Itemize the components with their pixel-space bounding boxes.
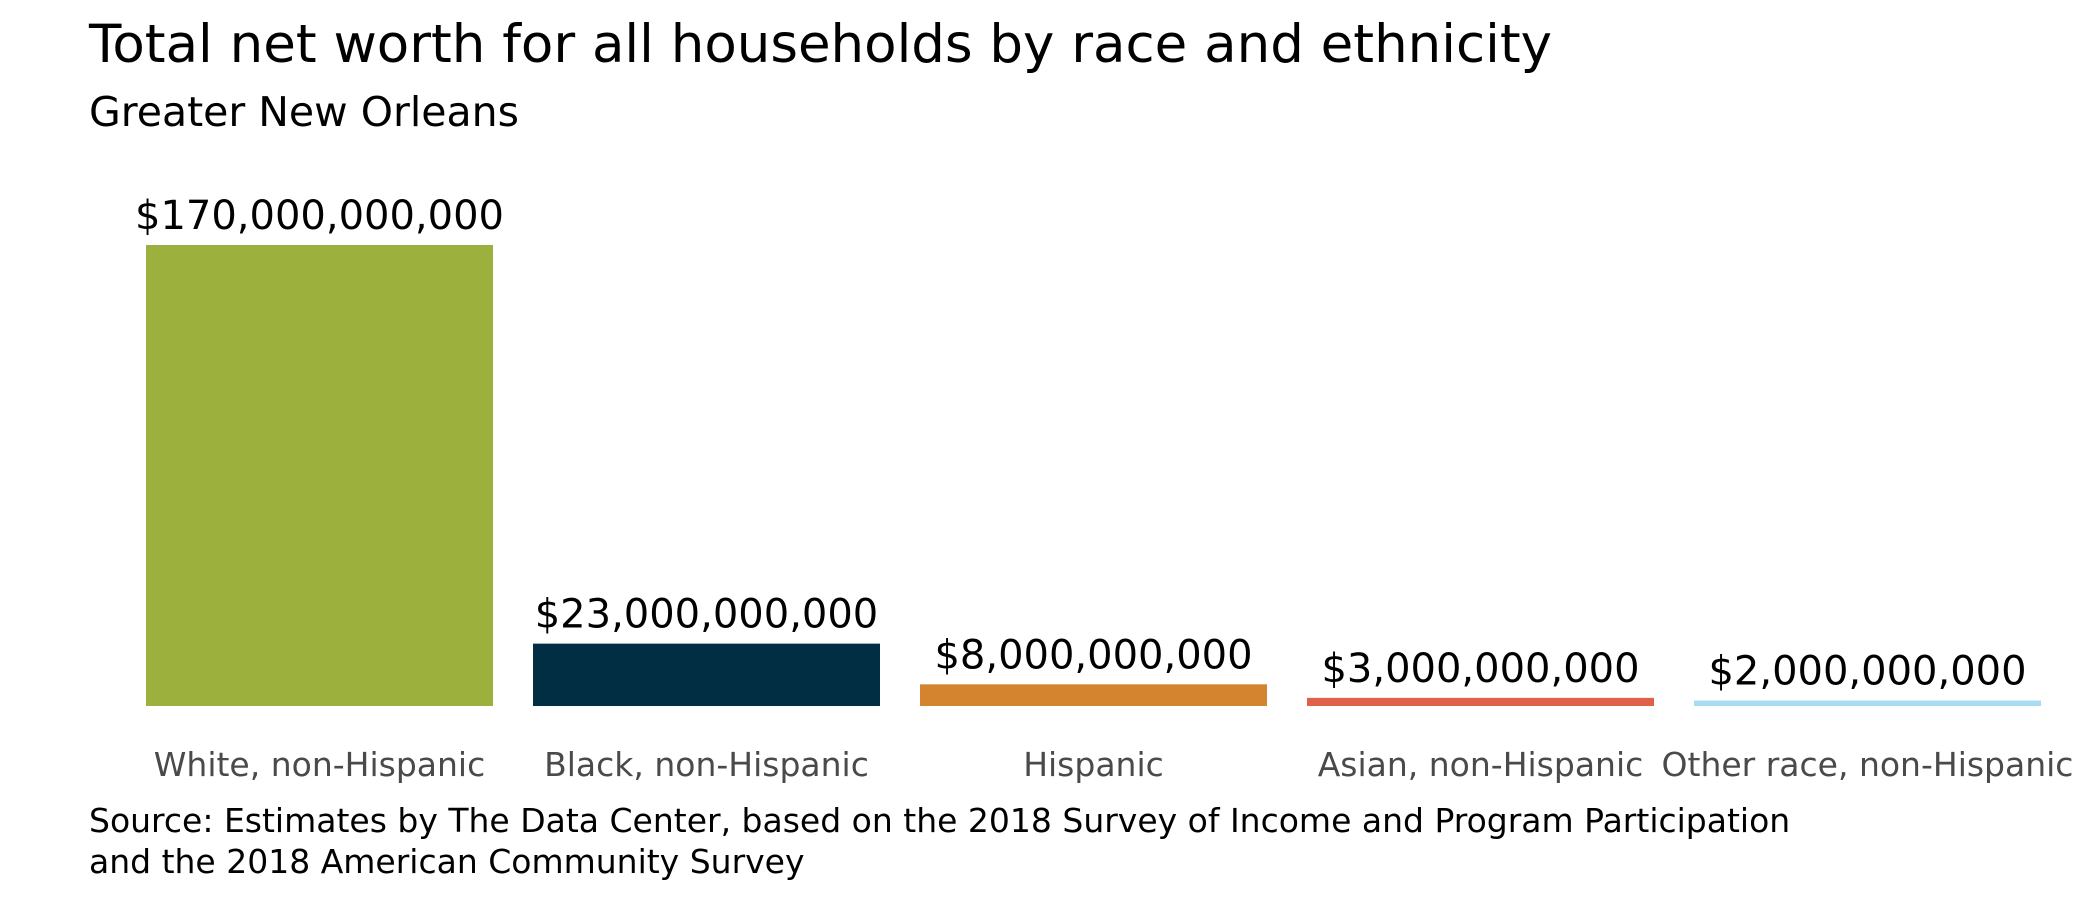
value-label-white-non-hispanic: $170,000,000,000 <box>135 193 504 239</box>
category-label-hispanic: Hispanic <box>1023 745 1164 784</box>
value-label-black-non-hispanic: $23,000,000,000 <box>535 592 879 638</box>
bar-asian-non-hispanic <box>1307 697 1654 706</box>
category-label-white-non-hispanic: White, non-Hispanic <box>154 745 485 784</box>
bar-hispanic <box>920 684 1267 706</box>
source-line-2: and the 2018 American Community Survey <box>89 842 805 881</box>
chart-subtitle: Greater New Orleans <box>89 88 519 136</box>
chart-title: Total net worth for all households by ra… <box>89 14 1552 75</box>
source-line-1: Source: Estimates by The Data Center, ba… <box>89 801 1791 840</box>
value-label-hispanic: $8,000,000,000 <box>934 632 1252 678</box>
bar-chart: $170,000,000,000 White, non-Hispanic $23,0… <box>135 193 2074 784</box>
bar-black-non-hispanic <box>533 643 880 706</box>
bar-white-non-hispanic <box>146 245 493 706</box>
category-label-asian-non-hispanic: Asian, non-Hispanic <box>1318 745 1644 784</box>
bar-other-race-non-hispanic <box>1694 700 2041 706</box>
source-note: Source: Estimates by The Data Center, ba… <box>89 800 1790 882</box>
value-label-other-race-non-hispanic: $2,000,000,000 <box>1708 649 2026 695</box>
category-label-black-non-hispanic: Black, non-Hispanic <box>544 745 869 784</box>
category-label-other-race-non-hispanic: Other race, non-Hispanic <box>1662 745 2074 784</box>
value-label-asian-non-hispanic: $3,000,000,000 <box>1321 646 1639 692</box>
